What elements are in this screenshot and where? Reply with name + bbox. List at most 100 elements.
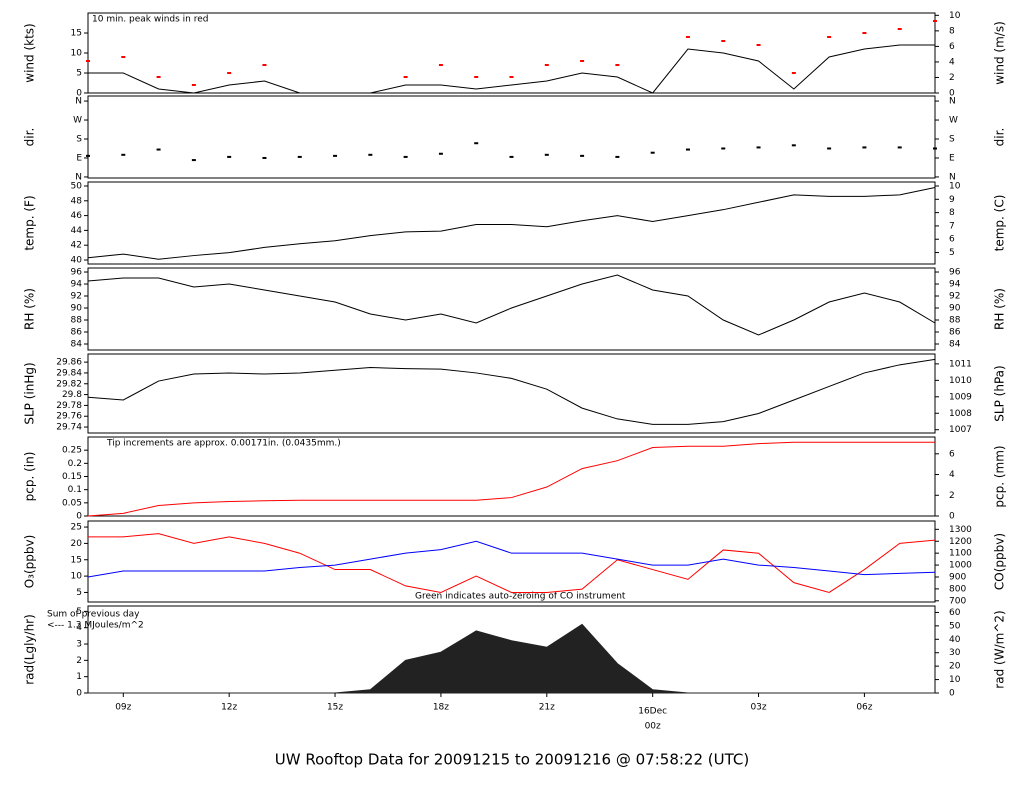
y-tick-label: 15: [71, 555, 82, 565]
y2-tick-label: 6: [949, 449, 955, 459]
y-tick-label: 1: [76, 672, 82, 682]
y2-axis-label: wind (m/s): [993, 21, 1007, 85]
point: [191, 159, 196, 162]
line: [87, 186, 936, 260]
y-tick-label: 20: [71, 539, 83, 549]
y2-tick-label: 88: [949, 316, 961, 326]
y2-tick-label: 10: [949, 11, 961, 21]
y-tick-label: 94: [71, 280, 83, 290]
y2-tick-label: 700: [949, 596, 966, 606]
y-tick-label: 86: [71, 328, 83, 338]
y-tick-label: 0.05: [62, 498, 82, 508]
point: [650, 151, 655, 154]
y-tick-label: 0.15: [62, 472, 82, 482]
panel-frame: [87, 520, 936, 603]
line: [87, 358, 936, 425]
y-tick-label: W: [73, 116, 82, 126]
y-tick-label: 5: [76, 588, 82, 598]
y-tick-label: N: [75, 172, 82, 182]
y-tick-label: 84: [71, 340, 83, 350]
point: [933, 147, 937, 150]
peak-marker: [86, 60, 90, 62]
point: [791, 144, 796, 147]
y2-tick-label: 20: [949, 662, 961, 672]
line: [87, 274, 936, 336]
y-tick-label: 0.1: [68, 485, 82, 495]
panel-frame: [87, 436, 936, 517]
y-tick-label: 92: [71, 292, 82, 302]
y2-tick-label: 94: [949, 280, 961, 290]
panel-frame: [87, 95, 936, 179]
y-tick-label: 46: [71, 211, 83, 221]
y2-axis-label: CO(ppbv): [993, 533, 1007, 590]
y2-tick-label: 30: [949, 648, 961, 658]
point: [156, 148, 161, 151]
y2-tick-label: 1000: [949, 561, 972, 571]
y2-axis-label: rad (W/m^2): [993, 610, 1007, 688]
y-tick-label: 15: [71, 29, 82, 39]
peak-marker: [580, 60, 585, 62]
y2-axis-label: SLP (hPa): [993, 365, 1007, 421]
peak-marker: [191, 84, 196, 86]
y-tick-label: 50: [71, 181, 83, 191]
y2-tick-label: 4: [949, 57, 955, 67]
y2-tick-label: 0: [949, 689, 955, 699]
y-axis-label: O₃(ppbv): [23, 535, 37, 589]
peak-marker: [933, 20, 937, 22]
y2-tick-label: 5: [949, 248, 955, 258]
peak-marker: [403, 76, 408, 78]
y2-tick-label: 4: [949, 470, 955, 480]
x-tick-label: 03z: [750, 703, 766, 713]
point: [685, 148, 690, 151]
y2-tick-label: 60: [949, 608, 961, 618]
x-tick-label: 06z: [856, 703, 872, 713]
y2-axis-label: RH (%): [993, 288, 1007, 330]
y-tick-label: 2: [76, 656, 82, 666]
peak-marker: [615, 64, 620, 66]
point: [474, 142, 479, 145]
y-tick-label: S: [76, 135, 82, 145]
y2-tick-label: 0: [949, 512, 955, 522]
y2-tick-label: 84: [949, 340, 961, 350]
y2-tick-label: 1300: [949, 525, 972, 535]
annotation: <--- 1.3 MJoules/m^2: [47, 621, 144, 631]
y-axis-label: temp. (F): [23, 195, 37, 250]
y2-tick-label: W: [949, 116, 958, 126]
y-tick-label: 0.2: [68, 459, 82, 469]
annotation: Tip increments are approx. 0.00171in. (0…: [106, 439, 341, 449]
peak-marker: [544, 64, 549, 66]
point: [615, 155, 620, 158]
y-axis-label: dir.: [23, 128, 37, 147]
y-tick-label: 40: [71, 256, 83, 266]
y-tick-label: 4: [76, 623, 82, 633]
point: [544, 153, 549, 156]
y-tick-label: 29.78: [56, 401, 82, 411]
y2-tick-label: 900: [949, 572, 966, 582]
y2-tick-label: 0: [949, 89, 955, 99]
y2-tick-label: 92: [949, 292, 960, 302]
area: [88, 623, 935, 694]
y2-tick-label: 1010: [949, 376, 972, 386]
y2-tick-label: S: [949, 135, 955, 145]
point: [333, 154, 338, 157]
peak-marker: [438, 64, 443, 66]
y2-tick-label: N: [949, 172, 956, 182]
y-tick-label: 29.82: [56, 379, 82, 389]
peak-marker: [897, 28, 902, 30]
y-tick-label: 0: [76, 689, 82, 699]
point: [403, 155, 408, 158]
line: [87, 441, 935, 517]
y2-tick-label: 96: [949, 268, 961, 278]
line: [88, 44, 935, 94]
y2-tick-label: 50: [949, 621, 961, 631]
y-axis-label: pcp. (in): [23, 452, 37, 502]
point: [721, 147, 726, 150]
point: [827, 147, 832, 150]
point: [227, 155, 232, 158]
peak-marker: [756, 44, 761, 46]
y-tick-label: N: [75, 97, 82, 107]
y-axis-label: SLP (inHg): [23, 362, 37, 424]
y2-tick-label: 6: [949, 42, 955, 52]
y2-axis-label: dir.: [993, 128, 1007, 147]
